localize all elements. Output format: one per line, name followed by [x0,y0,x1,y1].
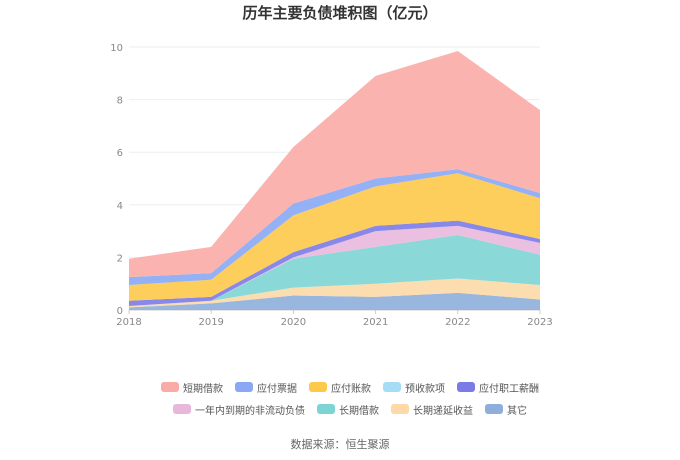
legend-item[interactable]: 预收款项 [383,380,445,395]
area-series-长期借款 [129,235,540,307]
legend-label: 长期递延收益 [413,405,473,417]
y-tick-label: 4 [117,201,123,212]
legend-label: 长期借款 [339,405,379,417]
legend-label: 应付职工薪酬 [479,383,539,395]
legend-swatch [485,404,503,414]
area-series-长期递延收益 [129,278,540,308]
y-tick-label: 0 [117,306,123,317]
x-tick-label: 2022 [445,317,470,328]
legend-label: 一年内到期的非流动负债 [195,405,305,417]
legend-label: 短期借款 [183,383,223,395]
legend-item[interactable]: 一年内到期的非流动负债 [173,402,305,417]
area-series-应付票据 [129,169,540,286]
area-series-应付账款 [129,173,540,301]
legend-swatch [173,404,191,414]
legend-item[interactable]: 其它 [485,402,527,417]
y-tick-label: 8 [117,96,123,107]
chart-title: 历年主要负债堆积图（亿元） [242,4,438,22]
y-tick-label: 2 [117,253,123,264]
chart-legend: 短期借款 应付票据 应付账款 预收款项 应付职工薪酬 一年内到期的非流动负债 长期借款 长期… [150,376,550,420]
legend-item[interactable]: 应付账款 [309,380,371,395]
legend-swatch [317,404,335,414]
legend-item[interactable]: 应付票据 [235,380,297,395]
legend-label: 应付票据 [257,383,297,395]
legend-swatch [309,382,327,392]
x-tick-label: 2021 [363,317,388,328]
legend-item[interactable]: 长期递延收益 [391,402,473,417]
area-series-其它 [129,292,540,310]
x-tick-label: 2018 [116,317,141,328]
legend-swatch [161,382,179,392]
y-tick-label: 10 [110,43,123,54]
legend-swatch [391,404,409,414]
legend-label: 应付账款 [331,383,371,395]
legend-label: 预收款项 [405,383,445,395]
legend-swatch [383,382,401,392]
x-tick-label: 2023 [527,317,552,328]
legend-label: 其它 [507,405,527,417]
legend-item[interactable]: 短期借款 [161,380,223,395]
x-tick-label: 2020 [281,317,306,328]
legend-item[interactable]: 应付职工薪酬 [457,380,539,395]
legend-row: 一年内到期的非流动负债 长期借款 长期递延收益 其它 [150,398,550,420]
legend-row: 短期借款 应付票据 应付账款 预收款项 应付职工薪酬 [150,376,550,398]
data-source: 数据来源：恒生聚源 [290,438,390,451]
legend-item[interactable]: 长期借款 [317,402,379,417]
x-tick-label: 2019 [198,317,223,328]
area-series-短期借款 [129,50,540,278]
y-tick-label: 6 [117,148,123,159]
legend-swatch [457,382,475,392]
legend-swatch [235,382,253,392]
